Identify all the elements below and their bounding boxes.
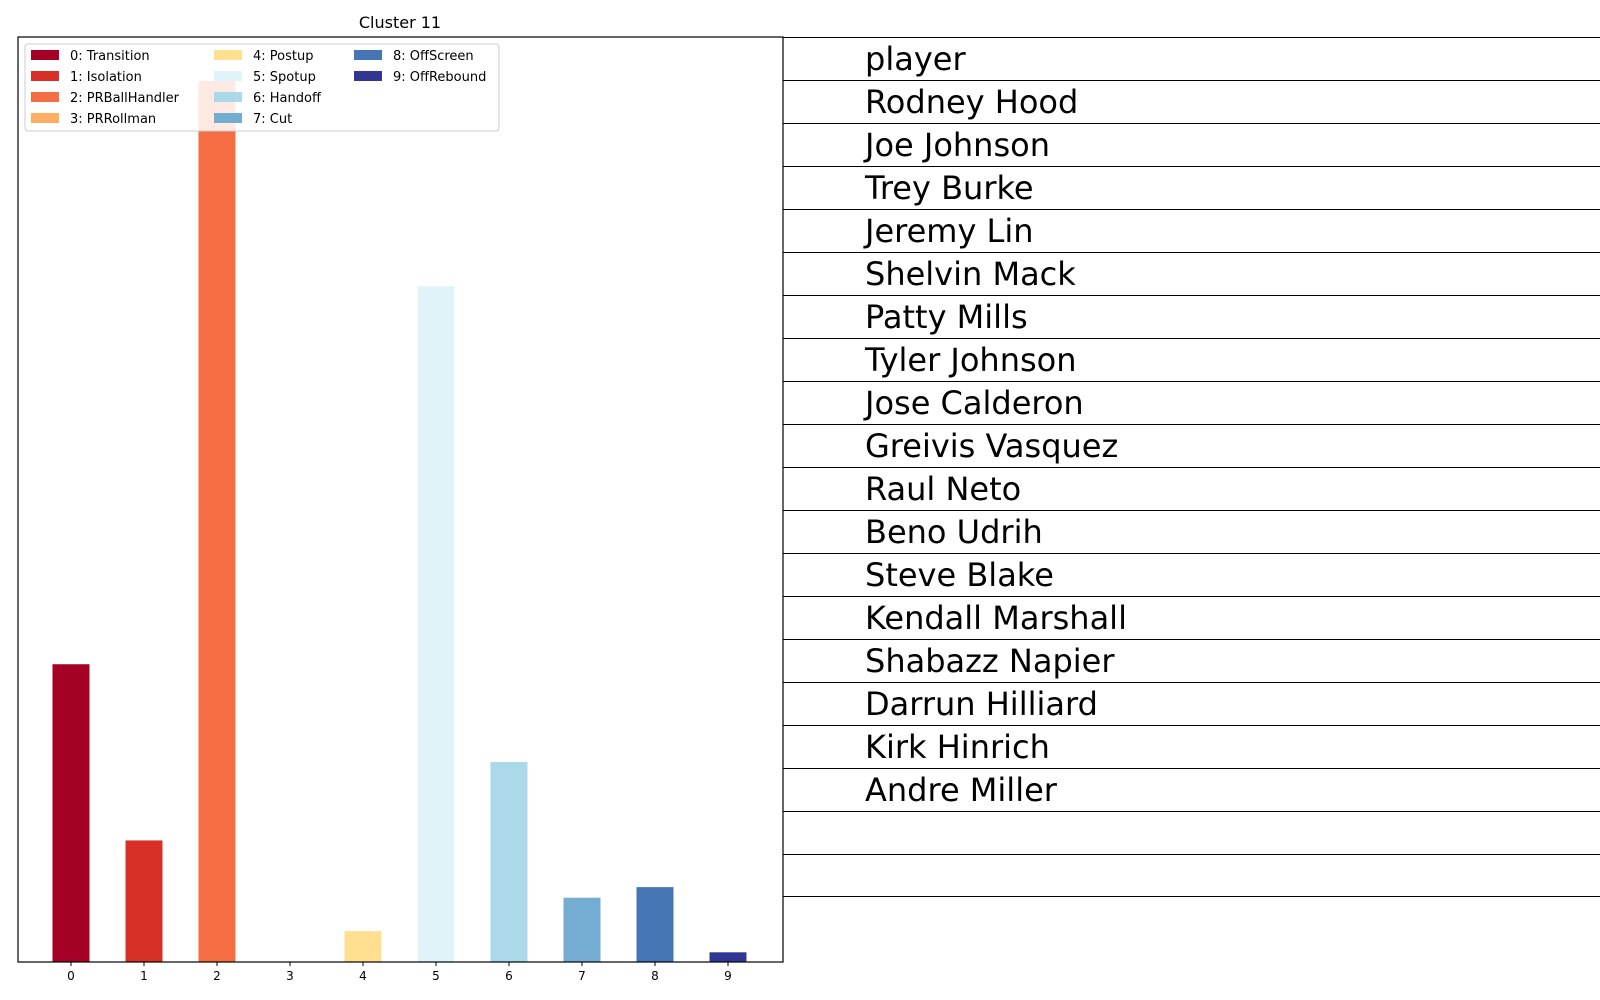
legend: 0: Transition 1: Isolation 2: PRBallHandle… (24, 43, 500, 132)
bar-5 (417, 286, 455, 962)
bars (52, 81, 747, 963)
player-name: Shabazz Napier (783, 639, 1600, 683)
x-tick-label: 6 (505, 969, 513, 983)
table-row: Rodney Hood (783, 80, 1600, 124)
legend-label: 2: PRBallHandler (70, 91, 180, 106)
bar-7 (563, 897, 601, 962)
player-name: Trey Burke (783, 166, 1600, 210)
table-row: Tyler Johnson (783, 338, 1600, 382)
player-name (783, 811, 1600, 854)
player-name: Kendall Marshall (783, 596, 1600, 640)
legend-label: 7: Cut (253, 112, 292, 127)
table-row: Andre Miller (783, 768, 1600, 812)
table-row: Greivis Vasquez (783, 424, 1600, 468)
bar-0 (52, 664, 90, 962)
table-row (783, 853, 1600, 897)
table-row: Shelvin Mack (783, 252, 1600, 296)
table-row (783, 811, 1600, 854)
table-row: Darrun Hilliard (783, 682, 1600, 726)
legend-label: 3: PRRollman (70, 112, 156, 127)
legend-label: 5: Spotup (253, 70, 316, 85)
x-tick-label: 8 (651, 969, 659, 983)
legend-label: 8: OffScreen (393, 49, 474, 64)
table-row: Kendall Marshall (783, 596, 1600, 640)
legend-label: 0: Transition (70, 49, 150, 64)
legend-swatch (214, 71, 242, 81)
table-row: Raul Neto (783, 467, 1600, 511)
legend-swatch (31, 92, 59, 102)
table-row (783, 896, 1600, 939)
player-name: Jeremy Lin (783, 209, 1600, 253)
table-row: Jeremy Lin (783, 209, 1600, 253)
table-row: Joe Johnson (783, 123, 1600, 167)
x-tick-label: 5 (432, 969, 440, 983)
table-row: Trey Burke (783, 166, 1600, 210)
player-name (783, 896, 1600, 939)
player-name: Steve Blake (783, 553, 1600, 597)
legend-swatch (354, 50, 382, 60)
legend-label: 4: Postup (253, 49, 313, 64)
x-tick-label: 9 (724, 969, 732, 983)
legend-label: 6: Handoff (253, 91, 322, 106)
x-axis-ticks: 0 1 2 3 4 5 6 7 8 9 (67, 962, 732, 983)
bar-9 (709, 952, 747, 962)
player-name: Beno Udrih (783, 510, 1600, 554)
player-name: Kirk Hinrich (783, 725, 1600, 769)
legend-swatch (214, 92, 242, 102)
table-row: Steve Blake (783, 553, 1600, 597)
player-name: Raul Neto (783, 467, 1600, 511)
table-header-row: player (783, 37, 1600, 81)
x-tick-label: 7 (578, 969, 586, 983)
player-name (783, 853, 1600, 897)
player-name: Andre Miller (783, 768, 1600, 812)
table-row: Beno Udrih (783, 510, 1600, 554)
chart-title: Cluster 11 (359, 13, 441, 32)
legend-swatch (31, 71, 59, 81)
player-table: player Rodney Hood Joe Johnson Trey Burke Je… (783, 37, 1600, 939)
x-tick-label: 1 (140, 969, 148, 983)
legend-swatch (354, 71, 382, 81)
x-tick-label: 2 (213, 969, 221, 983)
table-row: Patty Mills (783, 295, 1600, 339)
bar-4 (344, 931, 382, 962)
x-tick-label: 0 (67, 969, 75, 983)
bar-1 (125, 840, 163, 962)
plot-frame (17, 36, 784, 963)
player-column-header: player (783, 37, 1600, 81)
table-row: Jose Calderon (783, 381, 1600, 425)
legend-label: 1: Isolation (70, 70, 142, 85)
legend-box (24, 43, 500, 132)
x-tick-label: 4 (359, 969, 367, 983)
table-row: Shabazz Napier (783, 639, 1600, 683)
player-name: Patty Mills (783, 295, 1600, 339)
legend-swatch (214, 113, 242, 123)
player-name: Jose Calderon (783, 381, 1600, 425)
player-name: Joe Johnson (783, 123, 1600, 167)
player-name: Shelvin Mack (783, 252, 1600, 296)
player-name: Greivis Vasquez (783, 424, 1600, 468)
player-name: Darrun Hilliard (783, 682, 1600, 726)
bar-6 (490, 762, 528, 962)
legend-swatch (31, 113, 59, 123)
player-name: Rodney Hood (783, 80, 1600, 124)
x-tick-label: 3 (286, 969, 294, 983)
table-row: Kirk Hinrich (783, 725, 1600, 769)
legend-swatch (31, 50, 59, 60)
player-name: Tyler Johnson (783, 338, 1600, 382)
legend-swatch (214, 50, 242, 60)
bar-8 (636, 887, 674, 962)
bar-2 (198, 81, 236, 963)
legend-label: 9: OffRebound (393, 70, 486, 85)
